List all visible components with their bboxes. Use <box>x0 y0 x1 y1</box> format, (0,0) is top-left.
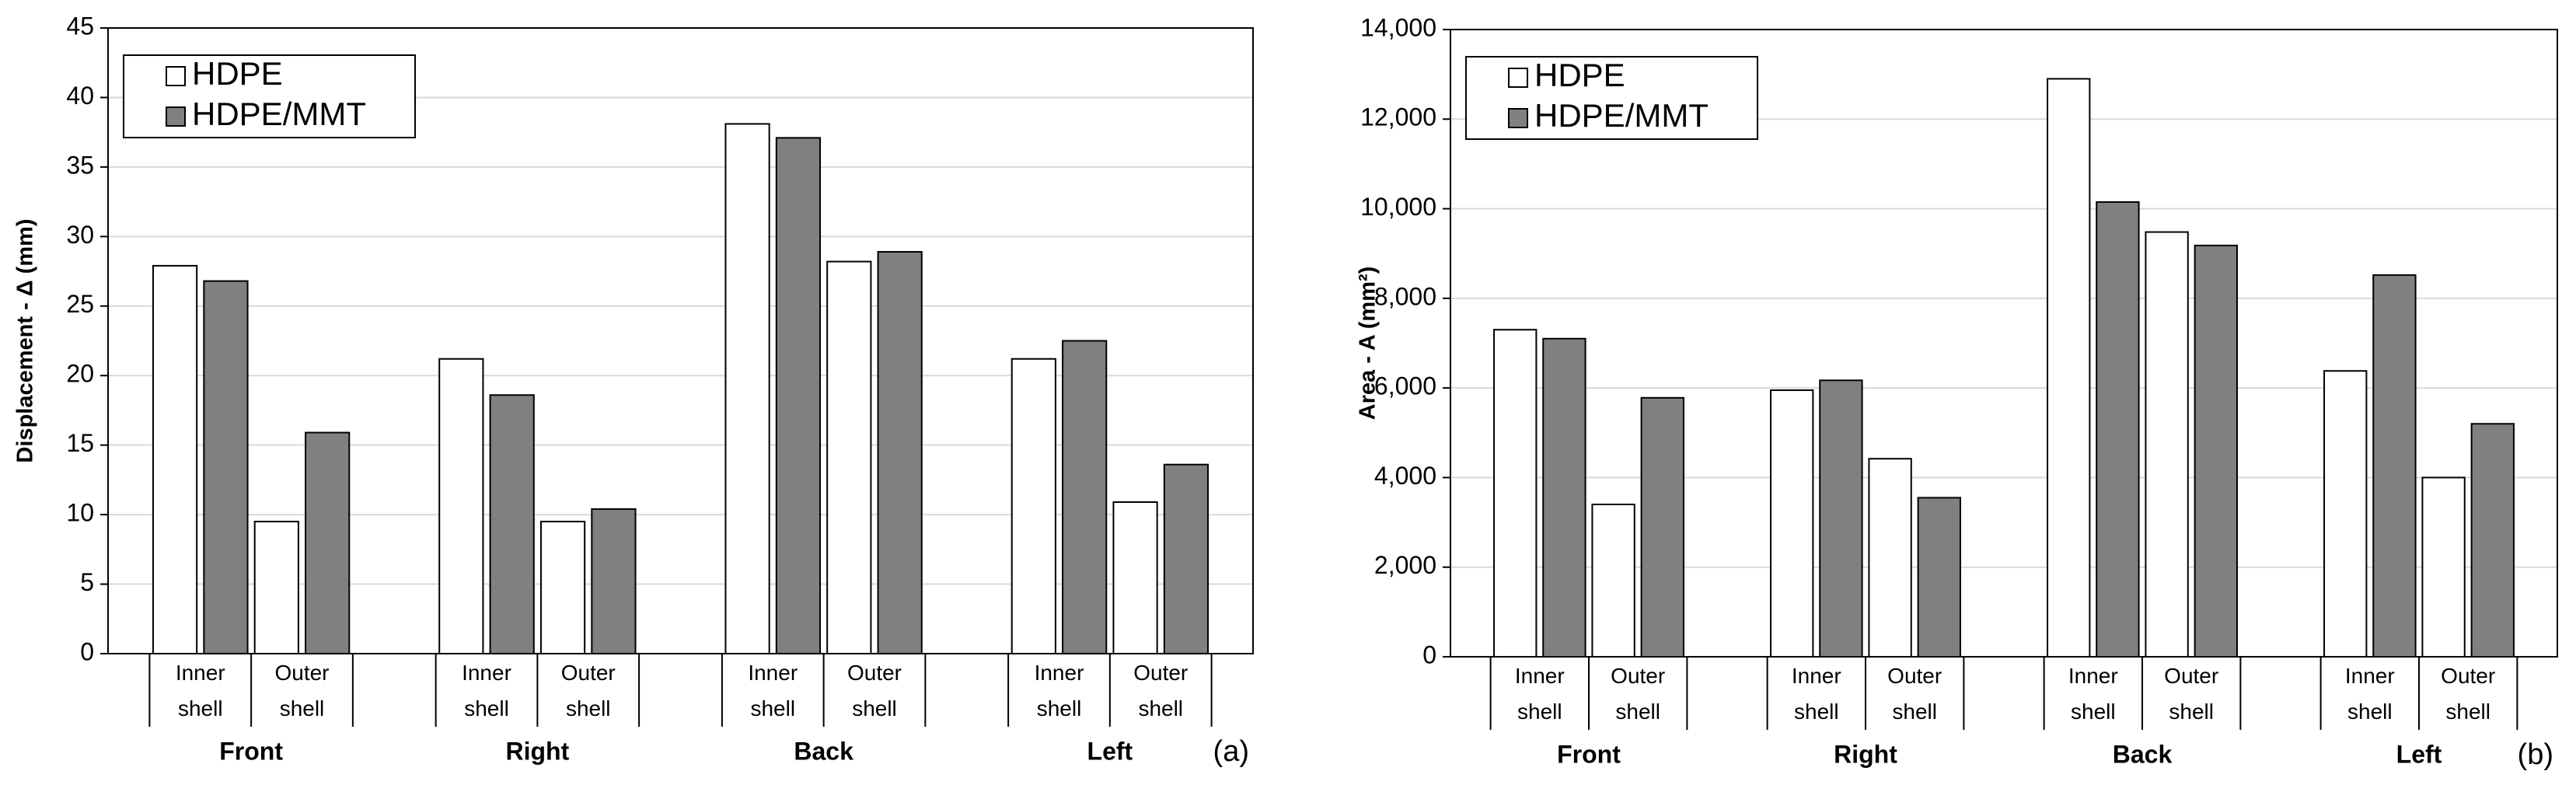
y-tick-label: 4,000 <box>1374 462 1436 490</box>
group-label: Right <box>1834 740 1897 768</box>
y-tick-label: 20 <box>66 360 94 388</box>
panel-label: (a) <box>1213 735 1249 768</box>
bar <box>1868 458 1912 658</box>
group-label: Front <box>219 737 283 765</box>
legend-swatch <box>166 106 186 127</box>
bar <box>152 264 198 654</box>
bar <box>2470 423 2515 658</box>
bar <box>438 358 484 654</box>
x-tick-label: Inner shell <box>748 661 798 720</box>
bar <box>203 280 249 654</box>
y-tick-label: 0 <box>1422 640 1436 668</box>
bar <box>1640 396 1684 658</box>
bar <box>1112 501 1158 654</box>
bar <box>1011 358 1056 654</box>
bar <box>591 508 637 655</box>
y-tick-label: 15 <box>66 429 94 457</box>
y-axis-label: Displacement - Δ (mm) <box>13 218 38 462</box>
bar <box>826 260 872 654</box>
x-tick-label: Outer shell <box>1611 664 1666 724</box>
group-label: Left <box>2396 740 2442 768</box>
x-tick-label: Inner shell <box>462 661 511 720</box>
bar <box>2323 370 2368 658</box>
y-tick-label: 14,000 <box>1360 13 1436 41</box>
bar <box>1819 379 1863 658</box>
x-tick-label: Inner shell <box>1791 664 1841 724</box>
bar <box>1163 463 1209 655</box>
y-tick-label: 10,000 <box>1360 193 1436 221</box>
y-tick-label: 2,000 <box>1374 551 1436 579</box>
legend-swatch <box>166 66 186 86</box>
bar <box>1770 389 1814 658</box>
legend-label: HDPE/MMT <box>1534 97 1709 134</box>
x-tick-label: Outer shell <box>274 661 330 720</box>
group-label: Right <box>506 737 570 765</box>
x-tick-label: Inner shell <box>1514 664 1565 724</box>
legend-label: HDPE/MMT <box>192 96 366 132</box>
x-tick-label: Inner shell <box>1034 661 1084 720</box>
bar <box>305 431 351 654</box>
group-label: Front <box>1557 740 1621 768</box>
x-tick-label: Inner shell <box>175 661 225 720</box>
bar <box>2145 231 2189 658</box>
plot-frame <box>107 27 1254 654</box>
y-tick-label: 0 <box>80 637 94 665</box>
bar <box>1542 337 1586 658</box>
legend-label: HDPE <box>1534 57 1625 93</box>
bar <box>2372 274 2417 658</box>
y-tick-label: 6,000 <box>1374 372 1436 400</box>
legend-swatch <box>1508 68 1528 88</box>
x-tick-label: Inner shell <box>2068 664 2118 724</box>
y-tick-label: 5 <box>80 568 94 596</box>
x-tick-label: Inner shell <box>2344 664 2395 724</box>
plot-frame <box>1450 29 2558 658</box>
bar <box>2421 476 2466 658</box>
y-tick-label: 35 <box>66 151 94 179</box>
x-tick-label: Outer shell <box>2164 664 2219 724</box>
x-tick-label: Outer shell <box>846 661 902 720</box>
bar <box>2047 78 2091 658</box>
bar <box>253 521 299 654</box>
bar <box>1917 497 1961 658</box>
bar <box>2194 244 2238 658</box>
y-axis-label: Area - A (mm²) <box>1356 267 1380 420</box>
y-tick-label: 30 <box>66 221 94 249</box>
legend-label: HDPE <box>192 55 283 92</box>
y-tick-label: 10 <box>66 499 94 527</box>
bar <box>2096 201 2140 658</box>
bar <box>1062 340 1108 654</box>
y-tick-label: 25 <box>66 290 94 318</box>
group-label: Back <box>2113 740 2173 768</box>
bar <box>724 123 770 654</box>
group-label: Left <box>1087 737 1133 765</box>
bar <box>877 251 923 654</box>
x-tick-label: Outer shell <box>1133 661 1189 720</box>
bar <box>1591 504 1635 658</box>
bar <box>489 394 535 654</box>
y-tick-label: 45 <box>66 12 94 40</box>
x-tick-label: Outer shell <box>560 661 616 720</box>
y-tick-label: 8,000 <box>1374 282 1436 310</box>
y-tick-label: 12,000 <box>1360 103 1436 131</box>
legend-swatch <box>1508 108 1528 128</box>
group-label: Back <box>794 737 853 765</box>
bar <box>775 137 822 655</box>
y-tick-label: 40 <box>66 82 94 110</box>
bar <box>539 521 586 654</box>
x-tick-label: Outer shell <box>1887 664 1942 724</box>
x-tick-label: Outer shell <box>2441 664 2496 724</box>
panel-label: (b) <box>2518 738 2553 771</box>
bar <box>1493 329 1538 658</box>
